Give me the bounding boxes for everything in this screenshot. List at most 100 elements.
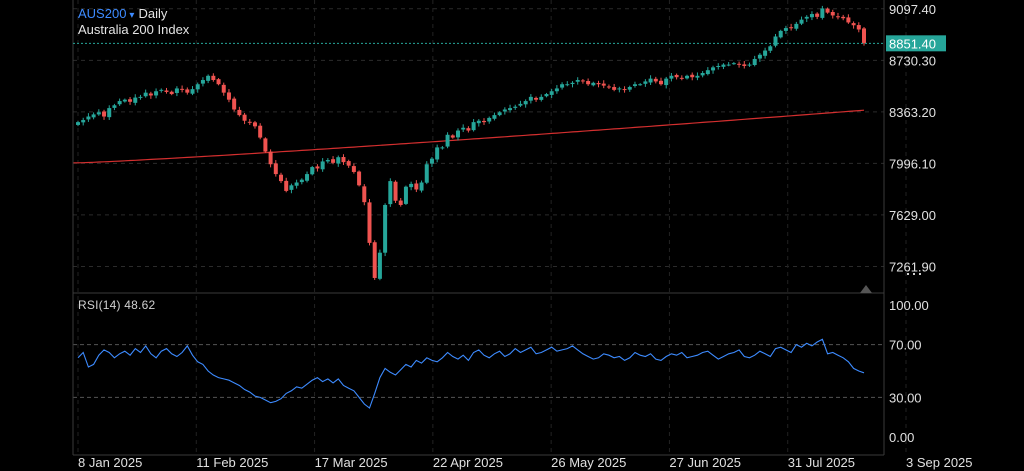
candle-body <box>237 109 242 116</box>
chevron-down-icon[interactable]: ▾ <box>129 10 135 21</box>
candle-body <box>299 179 304 183</box>
candle-body <box>622 89 627 91</box>
candle-body <box>195 84 200 90</box>
candle-body <box>310 167 315 175</box>
candle-body <box>383 204 388 253</box>
candle-body <box>508 108 513 111</box>
candle-body <box>856 25 861 30</box>
price-tick-label: 9097.40 <box>889 2 936 17</box>
price-tick-label: 8730.30 <box>889 53 936 68</box>
candle-body <box>112 105 117 108</box>
candle-body <box>190 89 195 94</box>
candle-body <box>835 16 840 18</box>
candle-body <box>128 99 133 102</box>
candle-body <box>580 80 585 82</box>
rsi-tick-label: 100.00 <box>889 298 929 313</box>
time-tick-label: 17 Mar 2025 <box>315 455 388 470</box>
candle-body <box>586 81 591 85</box>
candle-body <box>544 94 549 97</box>
candle-body <box>685 75 690 79</box>
candle-body <box>466 128 471 131</box>
candle-body <box>445 134 450 147</box>
candle-body <box>783 28 788 31</box>
candle-body <box>523 101 528 105</box>
candle-body <box>206 75 211 81</box>
price-tick-label: 7629.00 <box>889 208 936 223</box>
candle-body <box>549 91 554 95</box>
axes: 9097.40 8730.30 8363.20 7996.10 7629.00 7261.… <box>72 0 973 470</box>
candle-body <box>357 171 362 186</box>
candle-body <box>601 83 606 86</box>
candle-body <box>690 74 695 78</box>
candle-body <box>497 112 502 116</box>
candle-body <box>596 83 601 85</box>
candle-body <box>429 158 434 164</box>
candle-body <box>96 112 101 115</box>
rsi-name: RSI(14) <box>78 298 121 312</box>
more-options-icon[interactable]: ⋯ <box>905 264 924 284</box>
candle-body <box>81 120 86 123</box>
candle-body <box>409 183 414 188</box>
candle-body <box>164 90 169 92</box>
candle-body <box>346 161 351 166</box>
candle-body <box>809 14 814 18</box>
chart-header[interactable]: AUS200 ▾ Daily <box>78 5 167 24</box>
candle-body <box>789 27 794 29</box>
candle-body <box>799 19 804 24</box>
candle-body <box>216 79 221 85</box>
candle-body <box>747 64 752 66</box>
candle-body <box>778 30 783 38</box>
candle-body <box>268 151 273 165</box>
price-tick-label: 8363.20 <box>889 105 936 120</box>
candle-body <box>773 36 778 46</box>
time-tick-label: 26 May 2025 <box>551 455 626 470</box>
candle-body <box>294 182 299 186</box>
candle-body <box>763 50 768 56</box>
candle-body <box>627 87 632 90</box>
candle-body <box>726 64 731 66</box>
candle-body <box>393 181 398 201</box>
candle-body <box>648 78 653 83</box>
candle-body <box>570 82 575 85</box>
candle-body <box>476 120 481 124</box>
candle-body <box>102 111 107 117</box>
symbol-name[interactable]: AUS200 <box>78 6 127 21</box>
candle-body <box>742 64 747 66</box>
timeframe-label[interactable]: Daily <box>138 6 168 21</box>
time-tick-label: 11 Feb 2025 <box>196 455 268 470</box>
candle-body <box>482 120 487 123</box>
candle-body <box>315 166 320 169</box>
candle-body <box>674 74 679 78</box>
candle-body <box>539 96 544 100</box>
price-tick-label: 7996.10 <box>889 156 936 171</box>
candle-body <box>695 75 700 78</box>
candle-body <box>612 87 617 90</box>
candle-body <box>841 16 846 19</box>
candle-body <box>252 122 257 127</box>
candle-body <box>331 159 336 163</box>
candle-body <box>716 65 721 67</box>
candle-body <box>492 115 497 119</box>
price-tick-label: 7261.90 <box>889 259 936 274</box>
candle-body <box>117 101 122 105</box>
candle-body <box>487 117 492 122</box>
candle-body <box>658 80 663 85</box>
candle-body <box>700 73 705 76</box>
candle-body <box>200 80 205 84</box>
time-tick-label: 22 Apr 2025 <box>433 455 503 470</box>
candle-body <box>351 166 356 172</box>
time-tick-label: 3 Sep 2025 <box>906 455 973 470</box>
candle-body <box>414 183 419 190</box>
candle-body <box>606 86 611 88</box>
candle-body <box>721 64 726 67</box>
candle-body <box>804 16 809 19</box>
candle-body <box>440 147 445 149</box>
candle-body <box>247 121 252 123</box>
candle-body <box>258 125 263 138</box>
moving-average-line <box>73 109 865 164</box>
rsi-tick-label: 30.00 <box>889 390 922 405</box>
candle-body <box>653 78 658 82</box>
candle-body <box>305 174 310 181</box>
candle-body <box>820 8 825 18</box>
